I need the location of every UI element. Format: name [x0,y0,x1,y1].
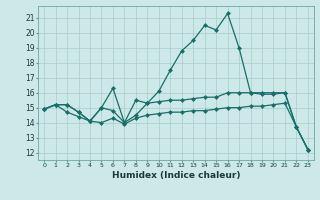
X-axis label: Humidex (Indice chaleur): Humidex (Indice chaleur) [112,171,240,180]
